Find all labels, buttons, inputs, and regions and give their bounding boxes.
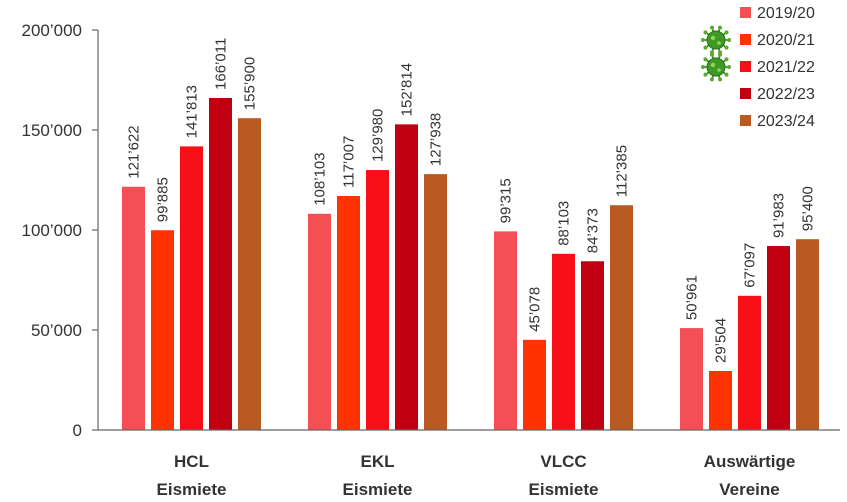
bar-value-label: 108’103 [312,152,329,205]
bar-value-label: 112’385 [614,145,631,197]
x-category-label: EKL [361,452,395,471]
x-category-label: VLCC [540,452,586,471]
bar-value-label: 50’961 [684,275,701,320]
virus-icon [701,52,731,82]
y-tick-label: 100’000 [21,221,82,240]
bar-value-label: 166’011 [213,38,230,90]
bar-value-label: 99’885 [155,177,172,222]
y-tick-label: 50’000 [31,321,82,340]
legend-label: 2022/23 [757,86,815,103]
bar [424,174,447,430]
bar-labels: 121’622 99’885 141’813 166’011 155’900 108’10… [126,38,817,363]
legend-label: 2020/21 [757,32,815,49]
x-category-label: Eismiete [157,480,227,499]
x-category-label: Eismiete [343,480,413,499]
bar-value-label: 155’900 [242,57,259,110]
bar [610,205,633,430]
bar-value-label: 117’007 [341,136,358,188]
bar [366,170,389,431]
bar [796,239,819,430]
x-axis: HCL Eismiete EKL Eismiete VLCC Eismiete Auswär… [98,429,840,499]
bar [523,339,546,430]
legend-label: 2019/20 [757,5,815,22]
bar [767,246,790,430]
bar [337,195,360,430]
bar-value-label: 99’315 [498,178,515,223]
y-tick-label: 200’000 [21,21,82,40]
legend-swatch [740,88,751,99]
bar [738,295,761,430]
x-category-label: Eismiete [529,480,599,499]
bar [552,253,575,430]
bars [122,97,819,431]
bar [122,186,145,430]
virus-icon [701,25,731,55]
bar-value-label: 45’078 [527,287,544,332]
bar-value-label: 127’938 [428,113,445,166]
bar [395,124,418,430]
bar [180,146,203,430]
y-axis: 0 50’000 100’000 150’000 200’000 [21,21,99,440]
bar [494,231,517,430]
bar [209,97,232,430]
x-category-label: Auswärtige [704,452,796,471]
x-category-label: HCL [174,452,209,471]
bar [151,230,174,430]
bar [308,213,331,430]
bar [581,261,604,430]
bar-value-label: 88’103 [556,201,573,246]
bar-value-label: 141’813 [184,85,201,138]
bar-value-label: 91’983 [771,193,788,238]
bar-value-label: 95’400 [800,186,817,231]
legend-swatch [740,115,751,126]
bar-value-label: 29’504 [713,318,730,363]
bar [709,370,732,430]
legend-swatch [740,7,751,18]
bar-value-label: 129’980 [370,109,387,162]
legend-swatch [740,61,751,72]
bar-value-label: 67’097 [742,243,759,288]
legend-label: 2023/24 [757,113,815,130]
legend-swatch [740,34,751,45]
legend-label: 2021/22 [757,59,815,76]
bar [680,328,703,430]
y-tick-label: 150’000 [21,121,82,140]
bar-value-label: 152’814 [399,63,416,116]
bar-value-label: 121’622 [126,125,143,178]
bar-value-label: 84’373 [585,208,602,253]
y-tick-label: 0 [73,421,82,440]
legend: 2019/20 2020/21 2021/22 2022/23 2023/24 [701,5,815,130]
bar [238,118,261,430]
x-category-label: Vereine [719,480,780,499]
